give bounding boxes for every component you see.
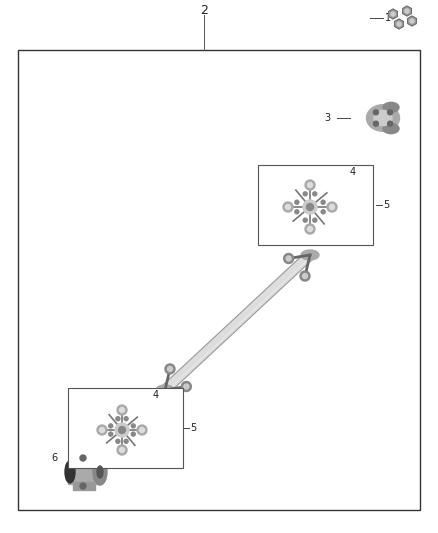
Text: 2: 2 — [200, 4, 208, 17]
Circle shape — [313, 218, 317, 222]
Polygon shape — [395, 19, 403, 29]
Circle shape — [181, 382, 191, 392]
Circle shape — [109, 432, 113, 436]
Text: 6: 6 — [52, 453, 58, 463]
Circle shape — [124, 417, 128, 421]
Circle shape — [167, 367, 173, 372]
Circle shape — [305, 180, 315, 190]
Circle shape — [391, 12, 395, 16]
Circle shape — [284, 254, 293, 263]
Circle shape — [410, 19, 414, 23]
Bar — [68, 460, 100, 484]
Circle shape — [295, 210, 299, 214]
Circle shape — [307, 204, 314, 211]
Polygon shape — [162, 252, 314, 394]
Bar — [73, 482, 95, 490]
Circle shape — [116, 417, 120, 421]
Polygon shape — [389, 9, 397, 19]
Text: 1: 1 — [385, 13, 391, 23]
Circle shape — [307, 182, 312, 188]
Ellipse shape — [383, 124, 399, 134]
Ellipse shape — [97, 466, 103, 478]
Circle shape — [286, 256, 291, 261]
Ellipse shape — [383, 102, 399, 112]
Circle shape — [321, 210, 325, 214]
Text: 3: 3 — [324, 113, 330, 123]
Ellipse shape — [301, 250, 319, 260]
Text: 5: 5 — [190, 423, 196, 433]
Circle shape — [131, 424, 135, 428]
Circle shape — [388, 110, 392, 115]
Circle shape — [374, 121, 378, 126]
Circle shape — [99, 427, 105, 432]
Circle shape — [303, 192, 307, 196]
Circle shape — [303, 200, 317, 214]
Circle shape — [119, 426, 126, 433]
Circle shape — [295, 200, 299, 204]
Text: 4: 4 — [350, 167, 356, 177]
Circle shape — [305, 224, 315, 234]
Circle shape — [124, 439, 128, 443]
Ellipse shape — [65, 461, 75, 483]
Circle shape — [80, 483, 86, 489]
Circle shape — [397, 22, 401, 26]
Circle shape — [307, 227, 312, 231]
Ellipse shape — [156, 385, 174, 395]
Circle shape — [313, 192, 317, 196]
Circle shape — [184, 384, 189, 389]
Circle shape — [165, 364, 175, 374]
Circle shape — [109, 424, 113, 428]
Circle shape — [131, 432, 135, 436]
Bar — [18, 50, 420, 510]
Circle shape — [374, 110, 378, 115]
Circle shape — [139, 427, 145, 432]
Polygon shape — [403, 6, 411, 16]
Text: 5: 5 — [383, 200, 389, 210]
Circle shape — [329, 205, 335, 209]
Circle shape — [300, 271, 310, 281]
Circle shape — [388, 121, 392, 126]
Circle shape — [303, 273, 307, 279]
Circle shape — [303, 218, 307, 222]
Circle shape — [120, 448, 124, 453]
Polygon shape — [408, 16, 417, 26]
Bar — [68, 388, 183, 468]
Circle shape — [327, 202, 337, 212]
Ellipse shape — [367, 104, 399, 131]
Circle shape — [321, 200, 325, 204]
Circle shape — [286, 205, 290, 209]
Circle shape — [80, 455, 86, 461]
Circle shape — [115, 423, 129, 437]
Circle shape — [117, 405, 127, 415]
Circle shape — [116, 439, 120, 443]
Circle shape — [120, 408, 124, 413]
Circle shape — [137, 425, 147, 435]
Ellipse shape — [374, 110, 392, 126]
Ellipse shape — [93, 459, 107, 485]
Circle shape — [283, 202, 293, 212]
Bar — [73, 454, 95, 462]
Text: 4: 4 — [153, 390, 159, 400]
Circle shape — [97, 425, 107, 435]
Bar — [258, 165, 373, 245]
Circle shape — [117, 445, 127, 455]
Circle shape — [405, 9, 409, 13]
